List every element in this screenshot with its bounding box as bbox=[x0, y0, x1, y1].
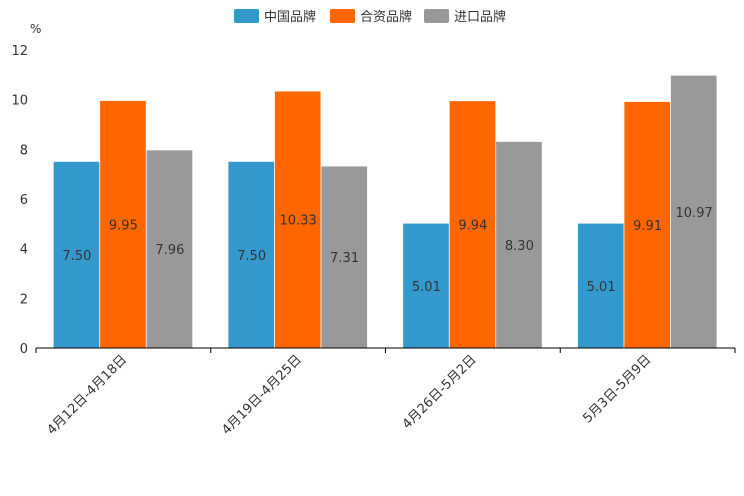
data-label: 7.50 bbox=[62, 249, 91, 264]
y-tick-label: 10 bbox=[11, 94, 28, 109]
y-axis-ticks: 0 2 4 6 8 10 12 bbox=[11, 44, 28, 357]
y-tick-label: 12 bbox=[11, 44, 28, 59]
data-label: 7.31 bbox=[330, 251, 359, 266]
legend-item-2[interactable]: 合资品牌 bbox=[330, 9, 412, 25]
data-label: 5.01 bbox=[587, 280, 616, 295]
legend-item-1[interactable]: 中国品牌 bbox=[234, 9, 316, 25]
x-tick-label: 4月26日-5月2日 bbox=[400, 352, 480, 432]
bars: 7.50 9.95 7.96 7.50 10.33 7.31 5.01 9.94 8.30 5.0… bbox=[53, 75, 717, 349]
legend-swatch bbox=[234, 9, 259, 23]
y-tick-label: 8 bbox=[20, 143, 28, 158]
legend-swatch bbox=[424, 9, 449, 23]
bar[interactable] bbox=[449, 101, 496, 348]
data-label: 9.91 bbox=[633, 219, 662, 234]
x-tick-label: 4月19日-4月25日 bbox=[219, 352, 305, 438]
bar[interactable] bbox=[100, 100, 146, 349]
y-tick-label: 0 bbox=[20, 342, 28, 357]
legend-label: 中国品牌 bbox=[264, 9, 316, 25]
legend: 中国品牌 合资品牌 进口品牌 bbox=[234, 9, 506, 25]
data-label: 9.94 bbox=[458, 219, 487, 234]
bar[interactable] bbox=[403, 223, 449, 348]
legend-label: 合资品牌 bbox=[360, 9, 412, 25]
bar[interactable] bbox=[624, 101, 671, 348]
y-tick-label: 4 bbox=[20, 243, 28, 258]
legend-swatch bbox=[330, 9, 355, 23]
x-axis: 4月12日-4月18日 4月19日-4月25日 4月26日-5月2日 5月3日-5月9… bbox=[35, 347, 736, 438]
data-label: 7.50 bbox=[237, 249, 266, 264]
bar[interactable] bbox=[577, 223, 624, 348]
y-tick-label: 6 bbox=[20, 193, 28, 208]
data-label: 8.30 bbox=[505, 239, 534, 254]
y-tick-label: 2 bbox=[20, 292, 28, 307]
data-label: 7.96 bbox=[155, 243, 184, 258]
bar[interactable] bbox=[321, 166, 368, 348]
bar[interactable] bbox=[53, 161, 100, 348]
y-axis-unit-label: % bbox=[30, 22, 41, 36]
bar[interactable] bbox=[670, 75, 717, 348]
bar[interactable] bbox=[146, 150, 193, 348]
data-label: 10.97 bbox=[676, 206, 713, 221]
bar[interactable] bbox=[274, 91, 321, 348]
data-label: 10.33 bbox=[280, 214, 317, 229]
x-tick-label: 5月3日-5月9日 bbox=[580, 352, 654, 426]
bar[interactable] bbox=[496, 141, 542, 348]
data-label: 9.95 bbox=[109, 218, 138, 233]
bar[interactable] bbox=[228, 161, 275, 348]
data-label: 5.01 bbox=[412, 280, 441, 295]
legend-item-3[interactable]: 进口品牌 bbox=[424, 9, 506, 25]
x-tick-label: 4月12日-4月18日 bbox=[44, 352, 130, 438]
legend-label: 进口品牌 bbox=[454, 9, 506, 25]
